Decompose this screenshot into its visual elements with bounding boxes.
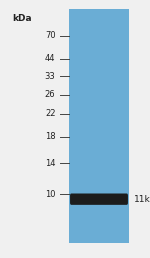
Text: 11kDa: 11kDa	[134, 195, 150, 204]
Text: 22: 22	[45, 109, 56, 118]
Text: 26: 26	[45, 90, 56, 99]
Text: 14: 14	[45, 159, 56, 167]
FancyBboxPatch shape	[70, 194, 128, 205]
Bar	[69, 9, 129, 243]
Text: 70: 70	[45, 31, 56, 40]
Text: 44: 44	[45, 54, 56, 63]
Text: 18: 18	[45, 132, 56, 141]
Text: kDa: kDa	[12, 14, 32, 23]
Text: 33: 33	[45, 72, 56, 80]
Text: 10: 10	[45, 190, 56, 198]
